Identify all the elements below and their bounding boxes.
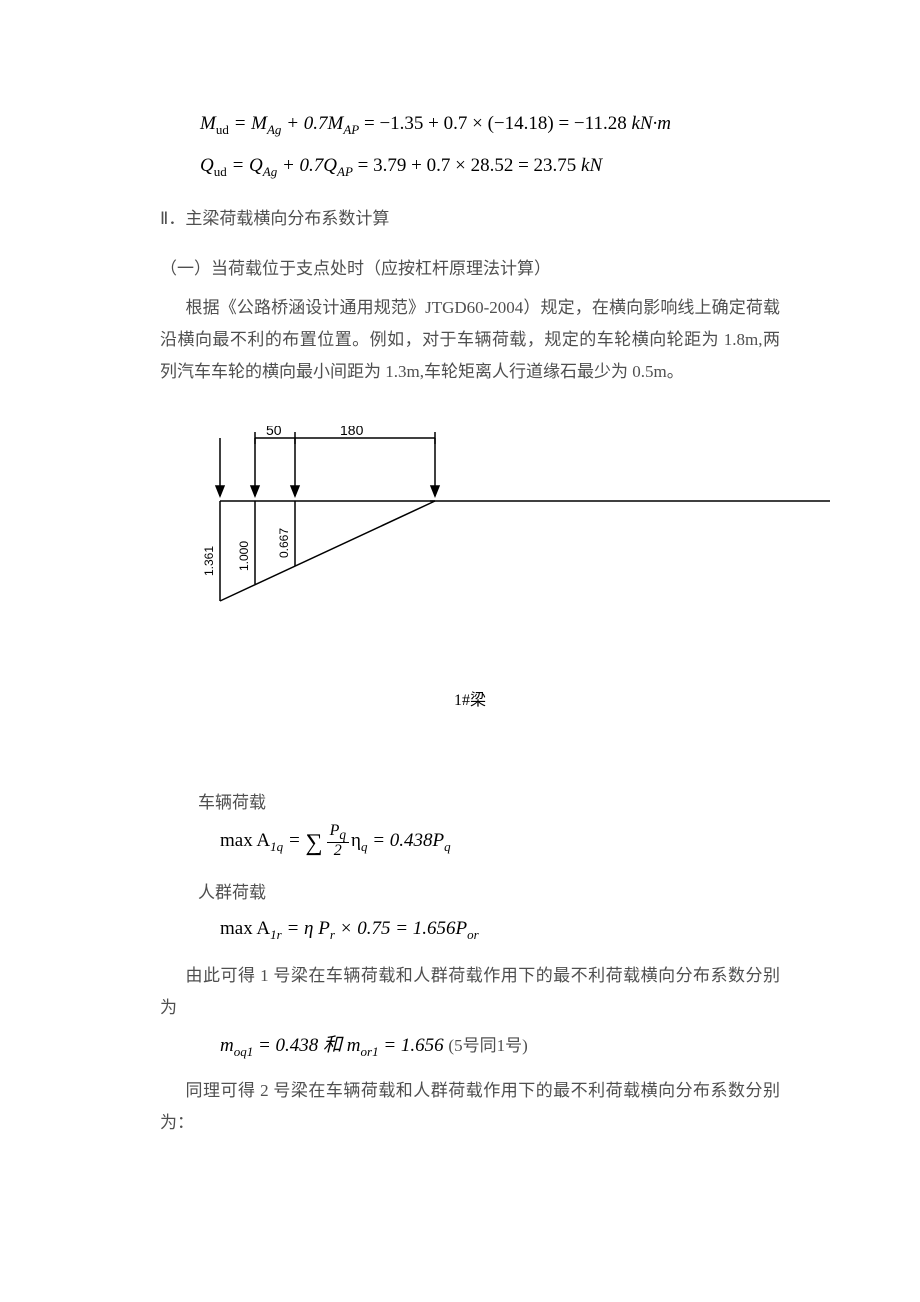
section-2-subtitle: （一）当荷载位于支点处时（应按杠杆原理法计算） bbox=[160, 253, 780, 285]
fig-dim-180: 180 bbox=[340, 426, 364, 438]
figure-influence-line: 50 180 1.361 1.000 0.667 bbox=[200, 426, 780, 626]
equation-max-a1r: max A1r = η Pr × 0.75 = 1.656Por bbox=[220, 911, 780, 947]
conclusion-1: 由此可得 1 号梁在车辆荷载和人群荷载作用下的最不利荷载横向分布系数分别为 bbox=[160, 960, 780, 1025]
heading-crowd-load: 人群荷载 bbox=[198, 877, 780, 909]
fig-dim-50: 50 bbox=[266, 426, 282, 438]
heading-vehicle-load: 车辆荷载 bbox=[198, 787, 780, 819]
conclusion-2: 同理可得 2 号梁在车辆荷载和人群荷载作用下的最不利荷载横向分布系数分别为： bbox=[160, 1075, 780, 1140]
section-2-paragraph: 根据《公路桥涵设计通用规范》JTGD60-2004）规定，在横向影响线上确定荷载… bbox=[160, 292, 780, 389]
fig-ord-1: 1.361 bbox=[202, 546, 216, 576]
equation-max-a1q: max A1q = ∑Pq2ηq = 0.438Pq bbox=[220, 821, 780, 867]
fig-ord-2: 1.000 bbox=[237, 541, 251, 571]
figure-label: 1#梁 bbox=[160, 686, 780, 716]
equation-q-ud: Qud = QAg + 0.7QAP = 3.79 + 0.7 × 28.52 … bbox=[200, 148, 780, 184]
section-2-title: Ⅱ．主梁荷载横向分布系数计算 bbox=[160, 203, 780, 235]
fig-ord-3: 0.667 bbox=[277, 528, 291, 558]
equation-m-oq1: moq1 = 0.438 和 mor1 = 1.656 (5号同1号) bbox=[220, 1028, 780, 1064]
equation-m-ud: Mud = MAg + 0.7MAP = −1.35 + 0.7 × (−14.… bbox=[200, 106, 780, 142]
